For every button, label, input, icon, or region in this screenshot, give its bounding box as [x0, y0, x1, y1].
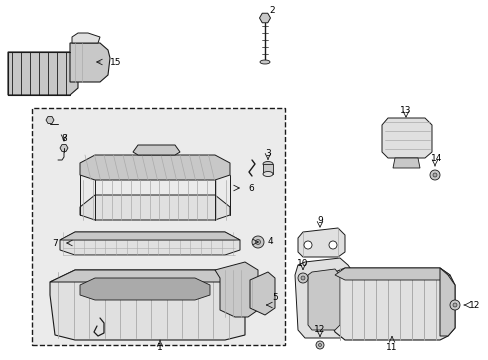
- Ellipse shape: [260, 60, 269, 64]
- Polygon shape: [392, 158, 419, 168]
- Text: 6: 6: [247, 184, 253, 193]
- Text: 8: 8: [61, 134, 67, 143]
- Polygon shape: [80, 155, 229, 180]
- Circle shape: [301, 276, 305, 280]
- Polygon shape: [80, 278, 209, 300]
- Circle shape: [315, 341, 324, 349]
- Text: 9: 9: [317, 216, 322, 225]
- Polygon shape: [133, 145, 180, 155]
- Polygon shape: [334, 268, 449, 280]
- Polygon shape: [50, 270, 240, 282]
- Circle shape: [255, 239, 260, 244]
- Text: 13: 13: [400, 105, 411, 114]
- Polygon shape: [8, 52, 78, 95]
- Polygon shape: [249, 272, 274, 315]
- Text: 1: 1: [157, 343, 163, 352]
- Polygon shape: [60, 232, 240, 255]
- FancyBboxPatch shape: [32, 108, 285, 345]
- Polygon shape: [297, 228, 345, 257]
- Polygon shape: [60, 232, 240, 240]
- Polygon shape: [294, 258, 354, 338]
- Text: 12: 12: [314, 325, 325, 334]
- Text: 5: 5: [271, 293, 277, 302]
- Circle shape: [429, 170, 439, 180]
- Polygon shape: [307, 269, 339, 330]
- Text: 7: 7: [52, 239, 58, 248]
- Polygon shape: [70, 43, 110, 82]
- Text: 15: 15: [110, 58, 121, 67]
- Polygon shape: [50, 270, 244, 340]
- Text: 3: 3: [264, 149, 270, 158]
- Circle shape: [304, 241, 311, 249]
- Text: 10: 10: [297, 258, 308, 267]
- Polygon shape: [80, 195, 229, 220]
- Polygon shape: [263, 164, 272, 174]
- Text: 11: 11: [386, 343, 397, 352]
- Circle shape: [449, 300, 459, 310]
- Circle shape: [318, 343, 321, 346]
- Polygon shape: [329, 268, 454, 340]
- Text: 14: 14: [430, 153, 442, 162]
- Circle shape: [432, 173, 436, 177]
- Circle shape: [452, 303, 456, 307]
- Text: 4: 4: [267, 238, 273, 247]
- Text: 2: 2: [268, 5, 274, 14]
- Circle shape: [328, 241, 336, 249]
- Circle shape: [251, 236, 264, 248]
- Text: 12: 12: [468, 301, 479, 310]
- Polygon shape: [381, 118, 431, 158]
- Circle shape: [297, 273, 307, 283]
- Ellipse shape: [263, 162, 272, 166]
- Polygon shape: [439, 268, 454, 336]
- Polygon shape: [215, 262, 258, 317]
- Polygon shape: [72, 33, 100, 43]
- Ellipse shape: [263, 171, 272, 176]
